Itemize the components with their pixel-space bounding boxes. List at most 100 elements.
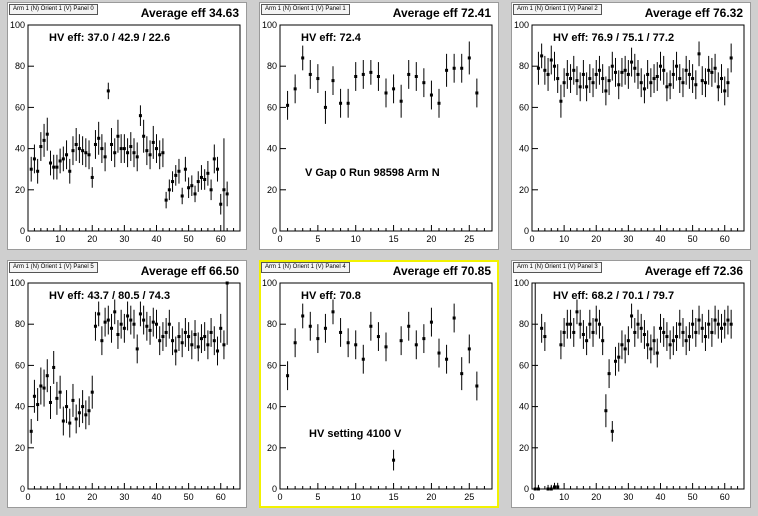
data-point <box>354 343 358 347</box>
y-tick-label: 60 <box>267 102 277 112</box>
data-point <box>225 192 229 196</box>
data-point <box>42 386 46 390</box>
data-point <box>161 335 165 339</box>
data-point <box>216 349 220 353</box>
y-tick-label: 80 <box>519 61 529 71</box>
data-point <box>697 318 701 322</box>
data-point <box>74 142 78 146</box>
data-point <box>668 343 672 347</box>
data-point <box>575 79 579 83</box>
data-point <box>132 322 136 326</box>
data-point <box>68 169 72 173</box>
data-point <box>116 333 120 336</box>
data-point <box>671 339 675 343</box>
data-point <box>562 330 566 334</box>
panel-4[interactable]: Arm 1 (N) Orient 1 (V) Panel 4 Average e… <box>259 260 499 508</box>
data-point <box>45 132 49 136</box>
data-point <box>316 337 320 341</box>
data-point <box>565 72 569 76</box>
scatter-plot: 0 20 40 60 80 100 0 5 10 15 20 25 <box>262 278 493 502</box>
data-point <box>187 335 191 339</box>
data-point <box>700 326 704 330</box>
data-point <box>646 72 650 76</box>
data-point <box>475 384 479 388</box>
data-point <box>369 70 373 74</box>
data-point <box>361 357 365 361</box>
panel-1[interactable]: Arm 1 (N) Orient 1 (V) Panel 1 Average e… <box>259 2 499 250</box>
data-point <box>164 198 168 202</box>
data-point <box>429 320 433 324</box>
hv-eff-label: HV eff: 76.9 / 75.1 / 77.2 <box>553 32 675 44</box>
data-point <box>122 326 126 330</box>
data-point <box>106 89 110 93</box>
data-point <box>630 314 634 318</box>
x-tick-label: 0 <box>25 234 30 244</box>
data-point <box>97 312 101 316</box>
data-point <box>662 68 666 72</box>
data-point <box>36 403 40 407</box>
data-point <box>142 318 146 322</box>
data-point <box>206 343 210 347</box>
data-point <box>437 351 441 355</box>
data-point <box>684 339 688 343</box>
y-tick-label: 0 <box>524 226 529 236</box>
data-point <box>392 458 396 462</box>
average-eff-label: Average eff 72.41 <box>392 6 491 20</box>
data-point <box>559 343 563 347</box>
data-point <box>467 56 471 60</box>
x-tick-label: 40 <box>655 234 665 244</box>
data-point <box>585 339 589 343</box>
panel-0[interactable]: Arm 1 (N) Orient 1 (V) Panel 0 Average e… <box>7 2 247 250</box>
data-point <box>533 487 537 491</box>
data-point <box>174 349 178 353</box>
data-point <box>84 413 88 417</box>
x-tick-label: 5 <box>315 234 320 244</box>
x-tick-label: 10 <box>351 492 361 502</box>
y-tick-label: 0 <box>524 484 529 494</box>
panel-3[interactable]: Arm 1 (N) Orient 1 (V) Panel 3 Average e… <box>511 260 751 508</box>
y-tick-label: 100 <box>262 20 277 30</box>
data-point <box>610 429 614 433</box>
data-point <box>729 56 733 60</box>
data-point <box>694 330 698 334</box>
data-point <box>77 147 81 151</box>
data-point <box>222 188 226 192</box>
data-point <box>636 322 640 326</box>
data-point <box>703 81 707 85</box>
data-point <box>552 485 556 489</box>
data-point <box>691 322 695 326</box>
scatter-plot: 0 20 40 60 80 100 0 10 20 30 40 50 60 <box>514 278 745 502</box>
data-point <box>171 180 175 184</box>
data-point <box>578 85 582 89</box>
data-point <box>187 186 191 190</box>
data-point <box>665 85 669 89</box>
data-point <box>180 194 184 198</box>
data-point <box>617 83 621 87</box>
y-tick-label: 40 <box>267 144 277 154</box>
x-tick-label: 10 <box>55 492 65 502</box>
data-point <box>81 149 85 153</box>
data-point <box>103 155 107 159</box>
average-eff-label: Average eff 70.85 <box>392 264 491 278</box>
data-point <box>687 335 691 339</box>
data-point <box>286 103 290 107</box>
x-tick-label: 20 <box>87 492 97 502</box>
data-point <box>399 99 403 103</box>
plot-frame <box>279 282 493 490</box>
data-point <box>203 178 207 181</box>
data-point <box>422 81 426 85</box>
data-point <box>697 52 701 56</box>
data-point <box>48 400 52 404</box>
data-point <box>675 64 679 68</box>
data-point <box>376 335 380 339</box>
data-point <box>675 335 679 339</box>
panel-2[interactable]: Arm 1 (N) Orient 1 (V) Panel 2 Average e… <box>511 2 751 250</box>
data-point <box>119 322 123 326</box>
data-point <box>55 165 59 169</box>
data-point <box>84 151 88 155</box>
data-point <box>681 81 685 85</box>
x-tick-label: 50 <box>184 492 194 502</box>
panel-5[interactable]: Arm 1 (N) Orient 1 (V) Panel 5 Average e… <box>7 260 247 508</box>
y-tick-label: 0 <box>272 484 277 494</box>
data-point <box>339 330 343 334</box>
